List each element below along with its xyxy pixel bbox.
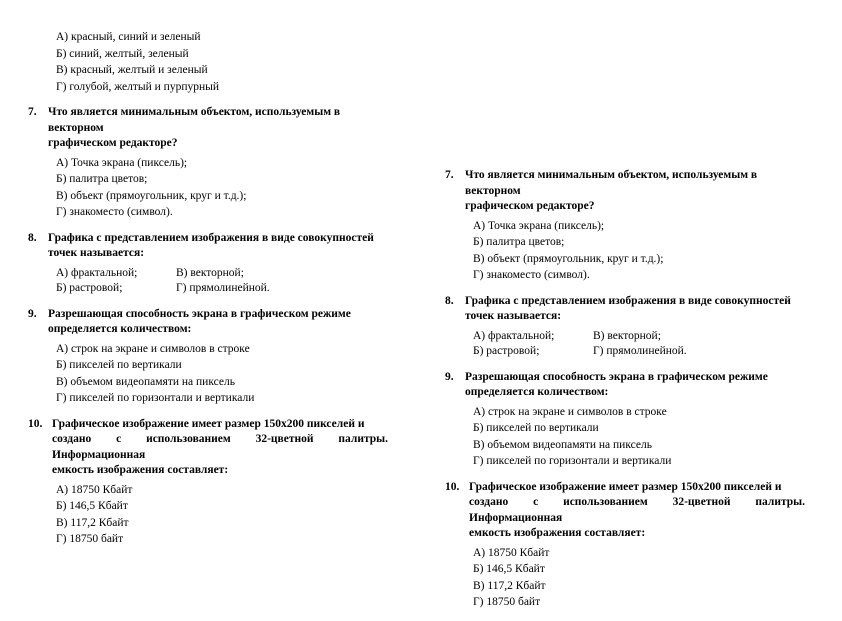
column-right: 7. Что является минимальным объектом, ис…	[445, 168, 805, 621]
question-8: 8. Графика с представлением изображения …	[445, 294, 805, 325]
option-g: Г) 18750 байт	[56, 532, 388, 548]
option-b: Б) синий, желтый, зеленый	[56, 47, 388, 63]
question-text-line: определяется количеством:	[48, 322, 388, 338]
option-g: Г) знакоместо (символ).	[473, 268, 805, 284]
question-number: 10.	[28, 417, 52, 433]
question-text-line: графическом редакторе?	[465, 199, 805, 215]
option-a: А) строк на экране и символов в строке	[473, 405, 805, 421]
option-a: А) 18750 Кбайт	[56, 483, 388, 499]
q7-options: А) Точка экрана (пиксель); Б) палитра цв…	[445, 219, 805, 284]
question-number: 7.	[445, 168, 465, 199]
question-7: 7. Что является минимальным объектом, ис…	[28, 105, 388, 152]
option-b: Б) растровой;	[56, 281, 176, 297]
option-v: В) объемом видеопамяти на пиксель	[473, 438, 805, 454]
question-text-line: создано с использованием 32-цветной пали…	[52, 432, 388, 463]
option-g: Г) 18750 байт	[473, 595, 805, 611]
option-a: А) красный, синий и зеленый	[56, 30, 388, 46]
column-left: А) красный, синий и зеленый Б) синий, же…	[28, 30, 388, 558]
option-b: Б) палитра цветов;	[56, 172, 388, 188]
option-g: Г) пикселей по горизонтали и вертикали	[473, 454, 805, 470]
q9-options: А) строк на экране и символов в строке Б…	[445, 405, 805, 470]
question-number: 10.	[445, 480, 469, 496]
q6-options-tail: А) красный, синий и зеленый Б) синий, же…	[28, 30, 388, 95]
option-a: А) 18750 Кбайт	[473, 546, 805, 562]
question-text-line: Разрешающая способность экрана в графиче…	[48, 307, 388, 323]
question-text-line: Графическое изображение имеет размер 150…	[469, 480, 805, 496]
question-text-line: Что является минимальным объектом, испол…	[48, 105, 388, 136]
option-g: Г) пикселей по горизонтали и вертикали	[56, 391, 388, 407]
question-text-line: определяется количеством:	[465, 385, 805, 401]
option-v: В) объект (прямоугольник, круг и т.д.);	[56, 189, 388, 205]
question-number: 8.	[445, 294, 465, 310]
option-a: А) фрактальной;	[56, 266, 176, 282]
question-number: 8.	[28, 231, 48, 247]
question-9: 9. Разрешающая способность экрана в граф…	[28, 307, 388, 338]
option-a: А) фрактальной;	[473, 329, 593, 345]
option-b: Б) 146,5 Кбайт	[473, 562, 805, 578]
option-v: В) объект (прямоугольник, круг и т.д.);	[473, 252, 805, 268]
q10-options: А) 18750 Кбайт Б) 146,5 Кбайт В) 117,2 К…	[445, 546, 805, 611]
question-number: 9.	[28, 307, 48, 323]
option-v: В) 117,2 Кбайт	[56, 516, 388, 532]
q10-options: А) 18750 Кбайт Б) 146,5 Кбайт В) 117,2 К…	[28, 483, 388, 548]
question-text-line: точек называется:	[48, 246, 388, 262]
question-7: 7. Что является минимальным объектом, ис…	[445, 168, 805, 215]
question-text-line: Графика с представлением изображения в в…	[465, 294, 805, 310]
option-b: Б) пикселей по вертикали	[56, 358, 388, 374]
option-g: Г) прямолинейной.	[176, 281, 388, 297]
option-v: В) красный, желтый и зеленый	[56, 63, 388, 79]
question-text-line: емкость изображения составляет:	[469, 526, 805, 542]
option-g: Г) знакоместо (символ).	[56, 205, 388, 221]
option-v: В) векторной;	[176, 266, 388, 282]
option-b: Б) палитра цветов;	[473, 235, 805, 251]
option-v: В) объемом видеопамяти на пиксель	[56, 375, 388, 391]
option-a: А) Точка экрана (пиксель);	[473, 219, 805, 235]
question-8: 8. Графика с представлением изображения …	[28, 231, 388, 262]
option-v: В) 117,2 Кбайт	[473, 579, 805, 595]
option-a: А) строк на экране и символов в строке	[56, 342, 388, 358]
question-text-line: Разрешающая способность экрана в графиче…	[465, 370, 805, 386]
q7-options: А) Точка экрана (пиксель); Б) палитра цв…	[28, 156, 388, 221]
question-text-line: Графика с представлением изображения в в…	[48, 231, 388, 247]
question-number: 9.	[445, 370, 465, 386]
option-b: Б) 146,5 Кбайт	[56, 499, 388, 515]
question-text-line: графическом редакторе?	[48, 136, 388, 152]
question-9: 9. Разрешающая способность экрана в граф…	[445, 370, 805, 401]
option-a: А) Точка экрана (пиксель);	[56, 156, 388, 172]
option-b: Б) пикселей по вертикали	[473, 421, 805, 437]
option-g: Г) прямолинейной.	[593, 344, 805, 360]
question-number: 7.	[28, 105, 48, 136]
question-10: 10. Графическое изображение имеет размер…	[28, 417, 388, 479]
question-text-line: Графическое изображение имеет размер 150…	[52, 417, 388, 433]
q8-options: А) фрактальной; В) векторной; Б) растров…	[445, 329, 805, 360]
question-text-line: точек называется:	[465, 309, 805, 325]
option-g: Г) голубой, желтый и пурпурный	[56, 80, 388, 96]
question-10: 10. Графическое изображение имеет размер…	[445, 480, 805, 542]
option-b: Б) растровой;	[473, 344, 593, 360]
question-text-line: создано с использованием 32-цветной пали…	[469, 495, 805, 526]
question-text-line: Что является минимальным объектом, испол…	[465, 168, 805, 199]
q8-options: А) фрактальной; В) векторной; Б) растров…	[28, 266, 388, 297]
q9-options: А) строк на экране и символов в строке Б…	[28, 342, 388, 407]
option-v: В) векторной;	[593, 329, 805, 345]
question-text-line: емкость изображения составляет:	[52, 463, 388, 479]
